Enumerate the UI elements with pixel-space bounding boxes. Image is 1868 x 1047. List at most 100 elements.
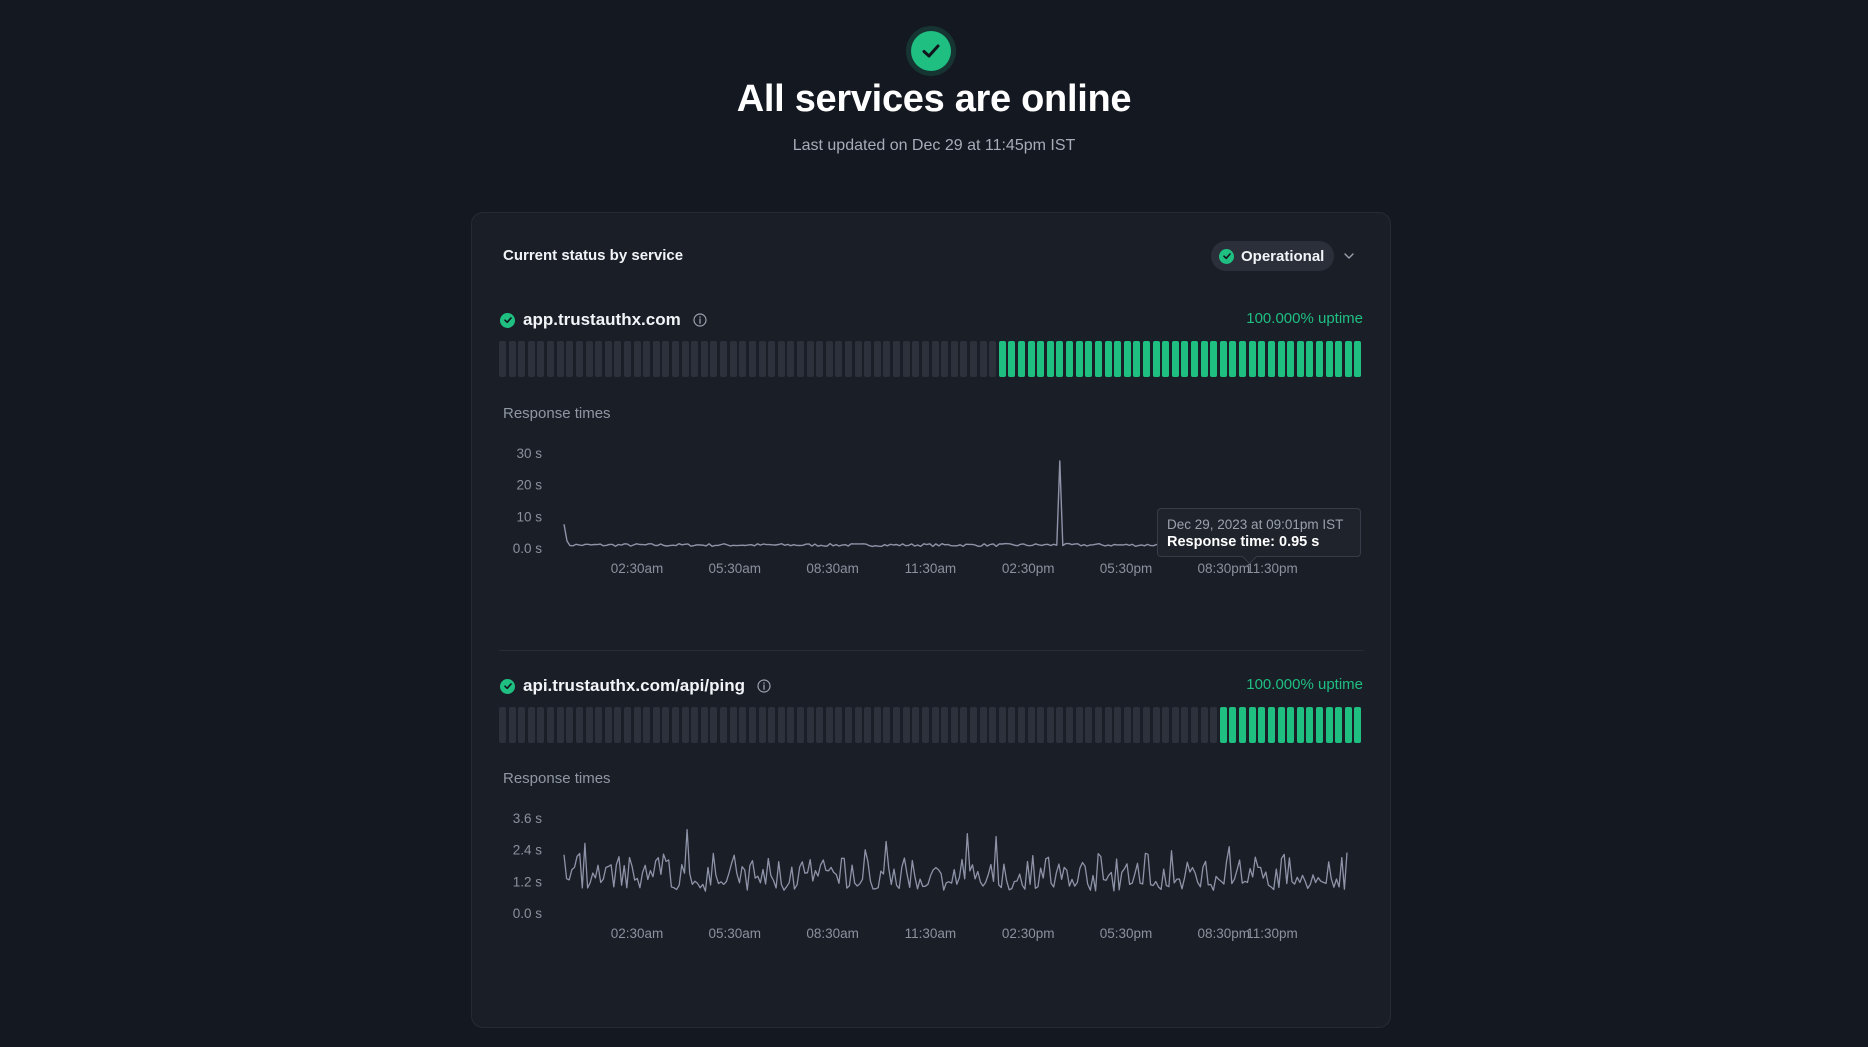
uptime-bar-up[interactable] [1296, 341, 1304, 377]
uptime-bar-up[interactable] [1056, 341, 1064, 377]
uptime-bar-empty[interactable] [931, 341, 939, 377]
uptime-bar-empty[interactable] [835, 341, 843, 377]
uptime-bar-empty[interactable] [556, 707, 564, 743]
uptime-bar-empty[interactable] [700, 707, 708, 743]
uptime-bar-empty[interactable] [1056, 707, 1064, 743]
response-time-line[interactable] [563, 828, 1348, 892]
uptime-bar-empty[interactable] [643, 341, 651, 377]
uptime-bar-up[interactable] [1287, 707, 1295, 743]
uptime-bar-empty[interactable] [902, 341, 910, 377]
uptime-bar-empty[interactable] [1027, 707, 1035, 743]
uptime-bar-up[interactable] [1306, 707, 1314, 743]
uptime-bar-empty[interactable] [796, 341, 804, 377]
uptime-bar-up[interactable] [1008, 341, 1016, 377]
uptime-bar-up[interactable] [1344, 341, 1352, 377]
uptime-bar-empty[interactable] [633, 707, 641, 743]
uptime-bar-empty[interactable] [1094, 707, 1102, 743]
info-icon[interactable] [757, 679, 771, 693]
uptime-bar-empty[interactable] [1104, 707, 1112, 743]
uptime-bar-empty[interactable] [854, 341, 862, 377]
uptime-bar-empty[interactable] [816, 707, 824, 743]
uptime-bar-up[interactable] [1277, 707, 1285, 743]
uptime-bar-up[interactable] [1066, 341, 1074, 377]
uptime-bar-empty[interactable] [662, 341, 670, 377]
uptime-bar-empty[interactable] [643, 707, 651, 743]
uptime-bar-empty[interactable] [758, 707, 766, 743]
uptime-bar-empty[interactable] [921, 707, 929, 743]
uptime-bar-up[interactable] [1315, 707, 1323, 743]
uptime-bar-empty[interactable] [575, 707, 583, 743]
uptime-bar-empty[interactable] [537, 341, 545, 377]
uptime-bar-empty[interactable] [1171, 707, 1179, 743]
uptime-bar-up[interactable] [1248, 341, 1256, 377]
uptime-bar-up[interactable] [1114, 341, 1122, 377]
uptime-bar-empty[interactable] [1152, 707, 1160, 743]
uptime-bar-up[interactable] [1200, 341, 1208, 377]
uptime-bar-up[interactable] [1162, 341, 1170, 377]
uptime-bar-empty[interactable] [1210, 707, 1218, 743]
uptime-bar-empty[interactable] [585, 341, 593, 377]
uptime-bar-up[interactable] [1315, 341, 1323, 377]
uptime-bar-empty[interactable] [768, 341, 776, 377]
uptime-bar-empty[interactable] [969, 341, 977, 377]
uptime-bar-empty[interactable] [1066, 707, 1074, 743]
uptime-bar-up[interactable] [1094, 341, 1102, 377]
uptime-bar-up[interactable] [1239, 707, 1247, 743]
uptime-bar-empty[interactable] [777, 707, 785, 743]
uptime-bar-empty[interactable] [989, 707, 997, 743]
uptime-bar-empty[interactable] [720, 341, 728, 377]
uptime-bar-empty[interactable] [739, 707, 747, 743]
uptime-bar-empty[interactable] [729, 341, 737, 377]
uptime-bar-empty[interactable] [1037, 707, 1045, 743]
uptime-bar-empty[interactable] [950, 341, 958, 377]
uptime-bar-up[interactable] [1296, 707, 1304, 743]
uptime-bar-up[interactable] [1210, 341, 1218, 377]
uptime-bar-empty[interactable] [508, 707, 516, 743]
uptime-bar-empty[interactable] [691, 341, 699, 377]
uptime-bar-empty[interactable] [883, 341, 891, 377]
uptime-bar-empty[interactable] [623, 341, 631, 377]
uptime-bar-up[interactable] [1142, 341, 1150, 377]
uptime-bar-empty[interactable] [950, 707, 958, 743]
uptime-bar-empty[interactable] [825, 341, 833, 377]
uptime-bar-up[interactable] [1335, 707, 1343, 743]
uptime-bar-empty[interactable] [893, 341, 901, 377]
uptime-bar-empty[interactable] [585, 707, 593, 743]
uptime-bar-up[interactable] [1354, 707, 1362, 743]
uptime-bar-empty[interactable] [806, 707, 814, 743]
info-icon[interactable] [693, 313, 707, 327]
uptime-bar-empty[interactable] [979, 341, 987, 377]
uptime-bar-up[interactable] [1037, 341, 1045, 377]
uptime-bar-up[interactable] [1335, 341, 1343, 377]
uptime-bar-empty[interactable] [537, 707, 545, 743]
uptime-bar-empty[interactable] [604, 341, 612, 377]
uptime-bar-empty[interactable] [604, 707, 612, 743]
uptime-bar-empty[interactable] [691, 707, 699, 743]
uptime-bar-empty[interactable] [845, 341, 852, 377]
uptime-bar-up[interactable] [1354, 341, 1362, 377]
uptime-bar-empty[interactable] [527, 341, 535, 377]
uptime-bar-empty[interactable] [652, 707, 660, 743]
uptime-bar-empty[interactable] [547, 707, 555, 743]
uptime-bar-up[interactable] [1075, 341, 1083, 377]
uptime-bar-up[interactable] [1133, 341, 1141, 377]
uptime-bar-empty[interactable] [873, 707, 881, 743]
uptime-bar-empty[interactable] [941, 341, 949, 377]
uptime-bar-empty[interactable] [681, 341, 689, 377]
uptime-bar-empty[interactable] [1200, 707, 1208, 743]
uptime-bar-empty[interactable] [969, 707, 977, 743]
uptime-bar-up[interactable] [1018, 341, 1025, 377]
uptime-bar-empty[interactable] [777, 341, 785, 377]
uptime-bar-empty[interactable] [941, 707, 949, 743]
uptime-bar-empty[interactable] [998, 707, 1006, 743]
uptime-bar-empty[interactable] [748, 707, 756, 743]
uptime-bar-empty[interactable] [768, 707, 776, 743]
uptime-bar-empty[interactable] [1085, 707, 1093, 743]
uptime-bar-empty[interactable] [825, 707, 833, 743]
uptime-bar-empty[interactable] [518, 707, 526, 743]
uptime-bar-up[interactable] [1171, 341, 1179, 377]
uptime-bar-up[interactable] [1344, 707, 1352, 743]
uptime-bar-empty[interactable] [758, 341, 766, 377]
uptime-bar-up[interactable] [1229, 707, 1237, 743]
uptime-bar-empty[interactable] [931, 707, 939, 743]
